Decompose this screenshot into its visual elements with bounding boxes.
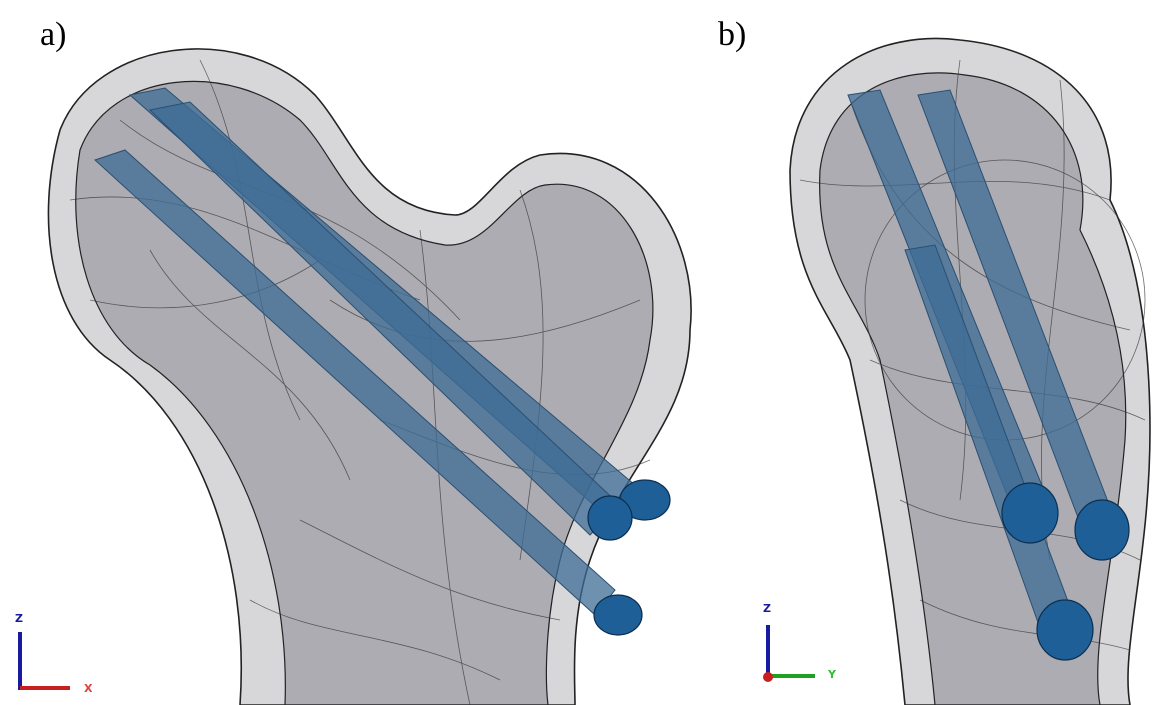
axis-label: Z: [763, 602, 771, 615]
panel-label: a): [40, 16, 66, 53]
panel-label: b): [718, 16, 746, 53]
screw-head: [1074, 499, 1130, 561]
axis-label: Z: [15, 612, 23, 625]
screw-head: [1001, 482, 1059, 544]
screw-shaft: [94, 149, 616, 616]
panel-b: b) Z Y: [718, 16, 1151, 705]
panel-a: a) Z X: [15, 16, 692, 705]
screw-head: [1036, 599, 1094, 661]
screw-head: [593, 594, 643, 636]
axis-origin: [763, 672, 773, 682]
axis-label: Y: [827, 668, 837, 681]
axis-label: X: [84, 682, 93, 695]
screw-head: [587, 495, 633, 541]
